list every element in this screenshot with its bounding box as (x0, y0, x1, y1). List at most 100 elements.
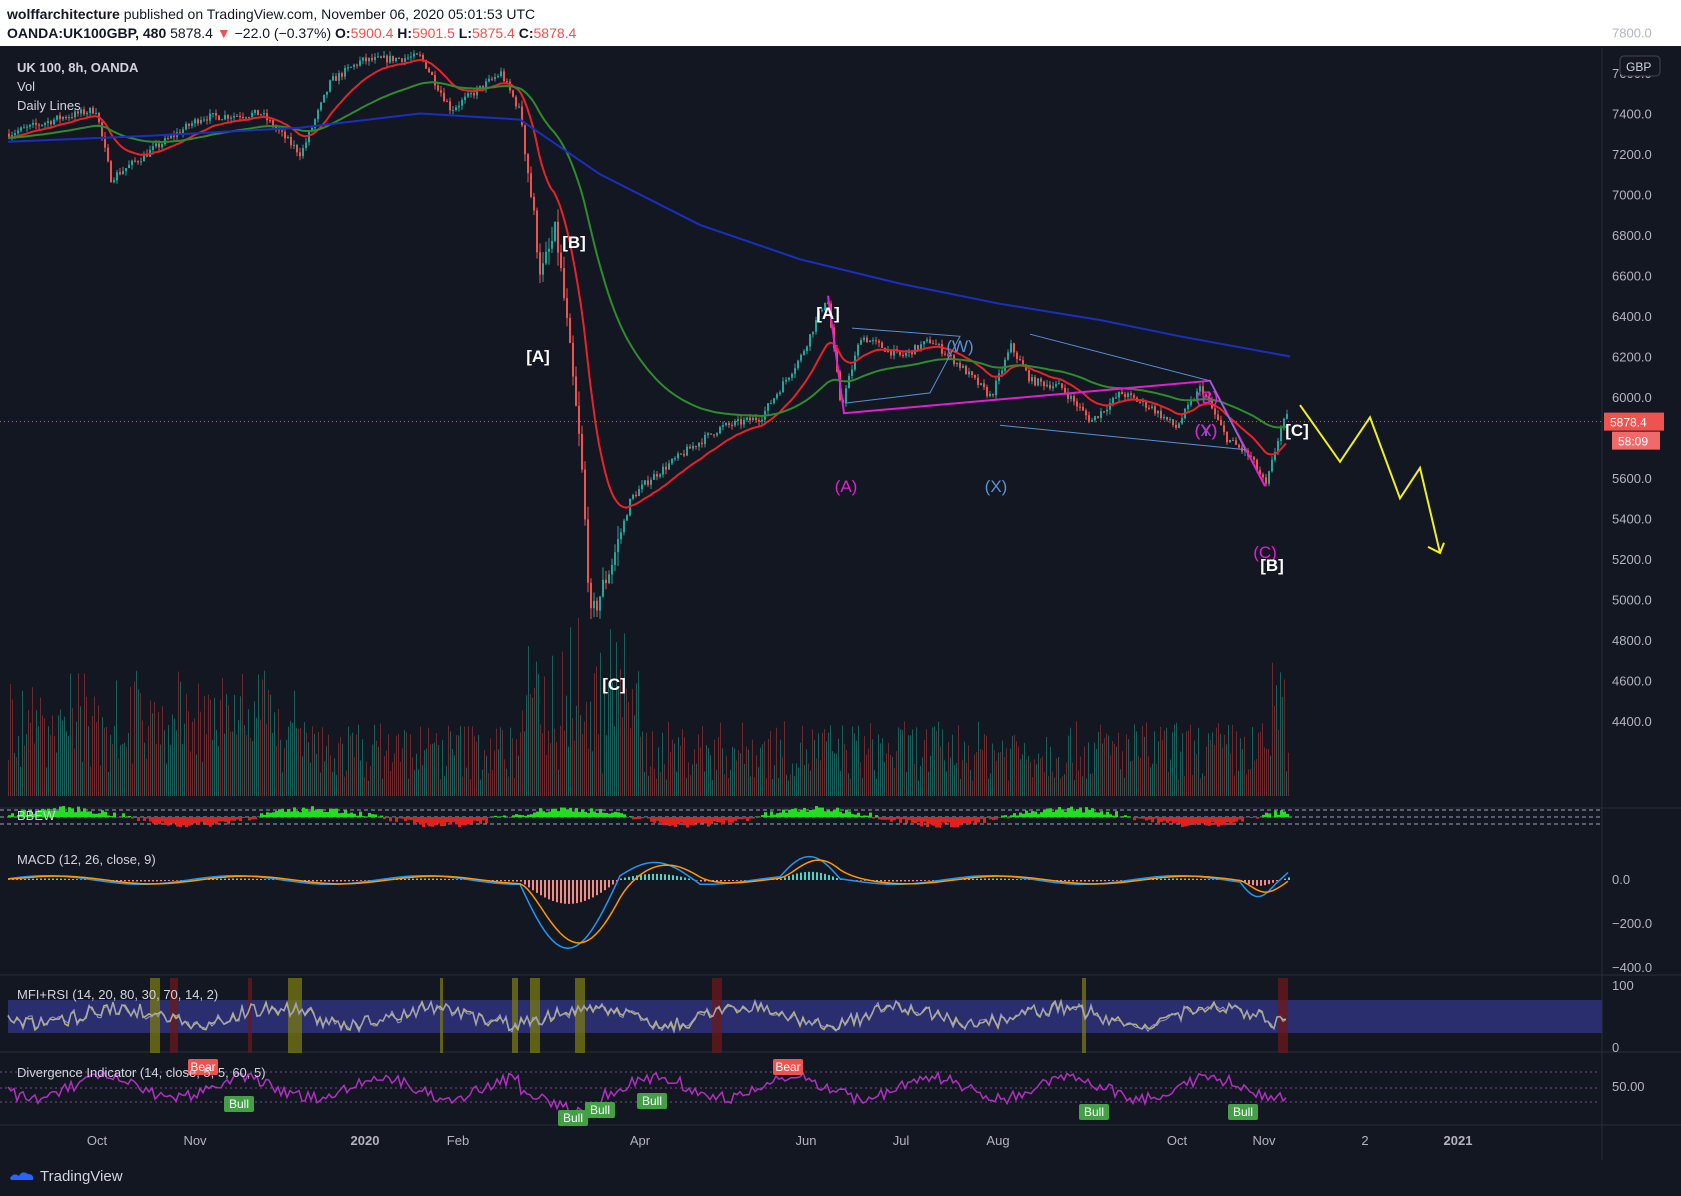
macd-histogram-bar (600, 880, 602, 893)
macd-histogram-bar (704, 880, 706, 882)
volume-bar (124, 742, 125, 796)
volume-bar (1110, 755, 1111, 796)
candle-body (662, 466, 664, 475)
macd-histogram-bar (240, 878, 242, 880)
volume-bar (256, 717, 257, 796)
grid-lines (0, 807, 1681, 1126)
volume-bar (224, 733, 225, 796)
volume-bar (920, 765, 921, 796)
volume-bar (212, 739, 213, 796)
macd-histogram-bar (504, 880, 506, 882)
candle-body (1055, 384, 1057, 387)
volume-bar (314, 733, 315, 796)
macd-histogram-bar (796, 873, 798, 880)
candle-body (1259, 470, 1261, 475)
candle-body (689, 446, 691, 449)
candle-body (1013, 343, 1015, 353)
candle-body (824, 302, 826, 311)
volume-bar (52, 715, 53, 796)
volume-bar (824, 729, 825, 796)
candle-body (491, 78, 493, 80)
wave-label: [C] (602, 675, 626, 694)
volume-bar (432, 743, 433, 796)
macd-histogram-bar (792, 874, 794, 880)
candle-body (410, 56, 412, 58)
macd-histogram-bar (720, 880, 722, 882)
bbew-bar (1145, 817, 1148, 821)
macd-histogram-bar (224, 878, 226, 880)
volume-bar (150, 700, 151, 796)
volume-bar (874, 769, 875, 796)
candle-body (989, 394, 991, 397)
macd-histogram-bar (1204, 879, 1206, 880)
bbew-bar (482, 817, 485, 821)
volume-bar (1188, 730, 1189, 796)
volume-bar (1146, 722, 1147, 796)
volume-bar (1274, 705, 1275, 796)
volume-bar (1020, 759, 1021, 796)
volume-bar (1032, 776, 1033, 796)
bbew-bar (1010, 815, 1013, 817)
macd-histogram-bar (416, 878, 418, 880)
bbew-bar (350, 812, 353, 817)
volume-bar (1272, 662, 1273, 796)
bbew-bar (155, 817, 158, 825)
bbew-bar (842, 813, 845, 817)
candle-body (941, 344, 943, 354)
macd-histogram-bar (80, 879, 82, 880)
bbew-bar (740, 817, 743, 820)
volume-bar (998, 752, 999, 796)
bbew-bar (902, 817, 905, 820)
bbew-bar (863, 815, 866, 817)
volume-bar (90, 766, 91, 796)
bbew-bar (776, 813, 779, 817)
candle-body (1043, 381, 1045, 387)
volume-bar (1060, 778, 1061, 796)
volume-bar (142, 720, 143, 796)
bbew-bar (56, 810, 59, 817)
price-tick-label: 5200.0 (1612, 552, 1652, 567)
candle-body (860, 340, 862, 345)
bbew-bar (1148, 817, 1151, 820)
bbew-bar (560, 807, 563, 817)
volume-bar (102, 717, 103, 796)
bbew-bar (680, 817, 683, 823)
macd-histogram-bar (332, 880, 334, 882)
macd-histogram-bar (608, 880, 610, 888)
candle-body (1181, 418, 1183, 424)
volume-bar (640, 736, 641, 796)
price-tag (1604, 412, 1664, 431)
volume-bar (30, 722, 31, 796)
bbew-bar (1046, 808, 1049, 817)
macd-histogram-bar (328, 880, 330, 882)
macd-tick-label: −400.0 (1612, 960, 1652, 975)
price-tick-label: 6200.0 (1612, 350, 1652, 365)
chart-canvas[interactable]: [B][A][C][A](W)(A) (X)(B)(Y)(C)[B][C](X) … (0, 0, 1681, 1160)
author-name[interactable]: wolffarchitecture (7, 6, 120, 22)
volume-bar (1136, 731, 1137, 796)
volume-bar (414, 770, 415, 796)
currency-label: GBP (1626, 60, 1651, 74)
bbew-bar (380, 815, 383, 817)
candle-body (269, 120, 271, 122)
macd-histogram-bar (920, 880, 922, 882)
candle-body (920, 344, 922, 350)
candle-body (878, 340, 880, 343)
volume-bar (424, 750, 425, 796)
macd-histogram-bar (560, 880, 562, 904)
volume-bar (692, 764, 693, 796)
candle-body (1160, 410, 1162, 419)
volume-bar (1142, 725, 1143, 796)
macd-histogram-bar (1164, 878, 1166, 880)
volume-bar (1254, 760, 1255, 796)
volume-bar (400, 761, 401, 796)
volume-bar (1228, 724, 1229, 796)
volume-bar (266, 723, 267, 796)
down-arrow-icon: ▼ (216, 25, 231, 41)
high-label: H: (397, 25, 413, 41)
macd-histogram-bar (456, 879, 458, 880)
tradingview-logo[interactable]: TradingView (10, 1168, 123, 1185)
volume-bar (778, 778, 779, 796)
volume-bar (654, 768, 655, 796)
bbew-bar (923, 817, 926, 822)
